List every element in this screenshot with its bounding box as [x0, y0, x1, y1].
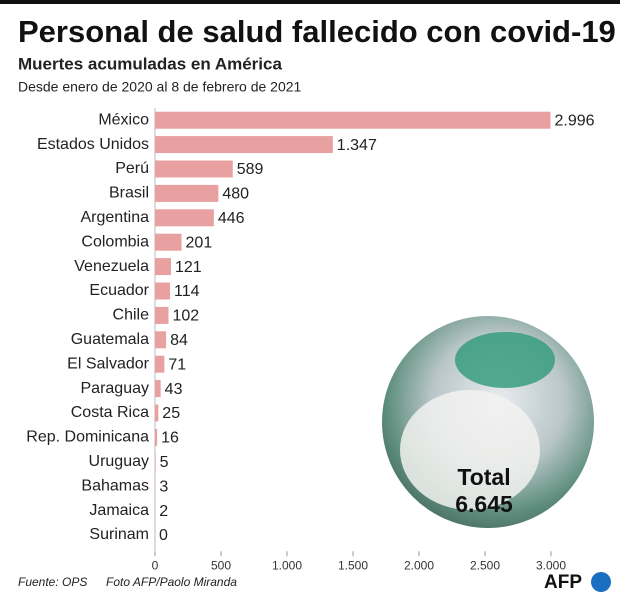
bar	[155, 355, 165, 373]
y-tick-label: Ecuador	[89, 282, 149, 299]
source: Fuente: OPS	[18, 575, 87, 589]
photo-cap	[455, 332, 555, 388]
y-tick-label: Estados Unidos	[37, 136, 149, 153]
bar	[155, 282, 171, 300]
value-label: 114	[174, 283, 200, 300]
y-tick-label: México	[98, 111, 149, 128]
total-value: 6.645	[455, 491, 513, 517]
value-label: 2	[159, 503, 168, 520]
x-tick-label: 2.000	[404, 558, 434, 572]
logo-mark	[591, 572, 611, 592]
y-tick-label: Colombia	[81, 233, 149, 250]
x-tick-label: 0	[152, 558, 159, 572]
value-label: 589	[237, 161, 264, 178]
y-tick-label: Jamaica	[89, 502, 149, 519]
x-tick-label: 2.500	[470, 558, 500, 572]
value-label: 0	[159, 527, 168, 544]
logo-text: AFP	[544, 572, 582, 593]
y-tick-label: Guatemala	[71, 331, 149, 348]
chart-title: Personal de salud fallecido con covid-19	[18, 14, 616, 49]
y-tick-label: El Salvador	[67, 355, 149, 372]
bar	[155, 380, 161, 398]
value-label: 43	[165, 381, 183, 398]
value-label: 5	[160, 454, 169, 471]
photo	[382, 316, 594, 528]
bar	[155, 306, 169, 324]
chart-note: Desde enero de 2020 al 8 de febrero de 2…	[18, 79, 302, 95]
value-label: 25	[162, 405, 180, 422]
bar	[155, 160, 233, 178]
y-tick-label: Brasil	[109, 185, 149, 202]
value-label: 1.347	[337, 137, 377, 154]
y-tick-label: Paraguay	[81, 380, 150, 397]
bar	[155, 404, 159, 422]
photo-gown	[400, 390, 540, 510]
x-tick-label: 3.000	[536, 558, 566, 572]
bar	[155, 453, 156, 471]
photo-credit: Foto AFP/Paolo Miranda	[106, 575, 237, 589]
value-label: 446	[218, 210, 245, 227]
value-label: 16	[161, 430, 179, 447]
top-rule	[0, 0, 620, 4]
bar	[155, 136, 333, 154]
y-tick-label: Uruguay	[89, 453, 149, 470]
bar	[155, 428, 158, 446]
y-tick-label: Rep. Dominicana	[26, 429, 149, 446]
value-label: 480	[222, 186, 249, 203]
y-tick-label: Surinam	[89, 526, 149, 543]
total-label: Total	[457, 464, 510, 490]
y-tick-label: Perú	[115, 160, 149, 177]
x-tick-label: 500	[211, 558, 231, 572]
bar	[155, 184, 219, 202]
x-tick-label: 1.000	[272, 558, 302, 572]
value-label: 121	[175, 259, 202, 276]
bar	[155, 331, 167, 349]
y-tick-label: Costa Rica	[71, 404, 149, 421]
bar	[155, 233, 182, 251]
bar	[155, 209, 214, 227]
y-tick-label: Bahamas	[81, 477, 149, 494]
y-tick-label: Argentina	[81, 209, 150, 226]
y-tick-label: Venezuela	[74, 258, 149, 275]
chart-subtitle: Muertes acumuladas en América	[18, 54, 282, 73]
x-tick-label: 1.500	[338, 558, 368, 572]
value-label: 201	[186, 234, 213, 251]
value-label: 102	[172, 308, 199, 325]
value-label: 2.996	[554, 112, 594, 129]
y-tick-label: Chile	[113, 307, 150, 324]
value-label: 71	[168, 356, 186, 373]
bar	[155, 258, 171, 276]
value-label: 3	[159, 478, 168, 495]
value-label: 84	[170, 332, 188, 349]
bar	[155, 111, 551, 129]
